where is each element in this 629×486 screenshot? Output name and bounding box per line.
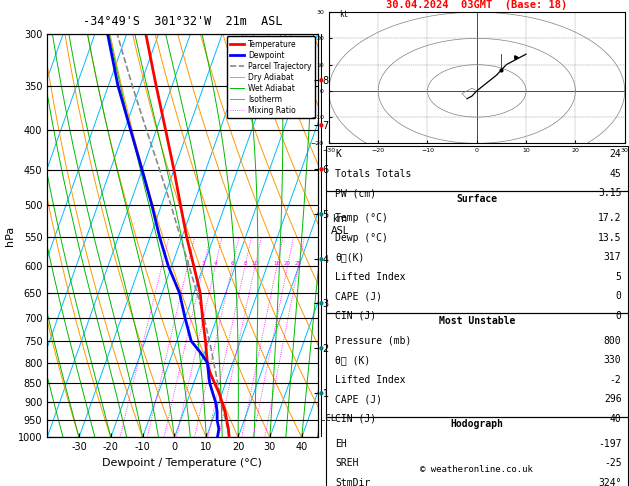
X-axis label: Dewpoint / Temperature (°C): Dewpoint / Temperature (°C) [103, 458, 262, 468]
Text: StmDir: StmDir [335, 478, 370, 486]
Text: 324°: 324° [598, 478, 621, 486]
Text: Temp (°C): Temp (°C) [335, 213, 388, 224]
Text: 25: 25 [295, 261, 302, 266]
Text: θᴄ (K): θᴄ (K) [335, 355, 370, 365]
Text: Dewp (°C): Dewp (°C) [335, 233, 388, 243]
Text: LCL: LCL [320, 414, 337, 423]
Text: 3: 3 [202, 261, 205, 266]
Text: Surface: Surface [456, 194, 498, 204]
Text: 3.15: 3.15 [598, 188, 621, 198]
Y-axis label: km
ASL: km ASL [331, 214, 349, 236]
Text: -34°49'S  301°32'W  21m  ASL: -34°49'S 301°32'W 21m ASL [82, 15, 282, 28]
Text: ●: ● [318, 346, 323, 350]
Text: ●: ● [318, 122, 323, 127]
Text: 16: 16 [274, 261, 281, 266]
Text: EH: EH [335, 439, 347, 449]
Text: 330: 330 [604, 355, 621, 365]
Text: Hodograph: Hodograph [450, 419, 503, 430]
Text: Most Unstable: Most Unstable [438, 316, 515, 327]
Text: 24: 24 [610, 149, 621, 159]
Text: 20: 20 [284, 261, 291, 266]
Text: CAPE (J): CAPE (J) [335, 394, 382, 404]
Text: © weatheronline.co.uk: © weatheronline.co.uk [420, 465, 533, 474]
Text: CIN (J): CIN (J) [335, 311, 376, 321]
Text: -2: -2 [610, 375, 621, 385]
Text: θᴄ(K): θᴄ(K) [335, 252, 365, 262]
Text: SREH: SREH [335, 458, 359, 469]
Y-axis label: hPa: hPa [5, 226, 15, 246]
Text: -197: -197 [598, 439, 621, 449]
Text: 30.04.2024  03GMT  (Base: 18): 30.04.2024 03GMT (Base: 18) [386, 0, 567, 10]
Text: 5: 5 [616, 272, 621, 282]
Text: ●: ● [318, 390, 323, 395]
Text: 10: 10 [252, 261, 259, 266]
Text: 4: 4 [213, 261, 217, 266]
Text: ●: ● [318, 78, 323, 83]
Text: Lifted Index: Lifted Index [335, 375, 406, 385]
Text: kt: kt [338, 10, 348, 19]
Text: 2: 2 [186, 261, 189, 266]
Text: 1: 1 [160, 261, 164, 266]
Text: 296: 296 [604, 394, 621, 404]
Text: Pressure (mb): Pressure (mb) [335, 336, 411, 346]
Text: ●: ● [318, 256, 323, 261]
Text: ●: ● [318, 167, 323, 172]
Text: 8: 8 [243, 261, 247, 266]
Text: ●: ● [318, 301, 323, 306]
Text: Totals Totals: Totals Totals [335, 169, 411, 179]
Text: CIN (J): CIN (J) [335, 414, 376, 424]
Text: 17.2: 17.2 [598, 213, 621, 224]
Text: 13.5: 13.5 [598, 233, 621, 243]
Text: CAPE (J): CAPE (J) [335, 291, 382, 301]
Text: 45: 45 [610, 169, 621, 179]
Text: -25: -25 [604, 458, 621, 469]
Text: 0: 0 [616, 311, 621, 321]
Text: 317: 317 [604, 252, 621, 262]
Text: 6: 6 [231, 261, 234, 266]
Text: 800: 800 [604, 336, 621, 346]
Text: PW (cm): PW (cm) [335, 188, 376, 198]
Text: ●: ● [318, 211, 323, 217]
Legend: Temperature, Dewpoint, Parcel Trajectory, Dry Adiabat, Wet Adiabat, Isotherm, Mi: Temperature, Dewpoint, Parcel Trajectory… [226, 36, 315, 119]
Text: 40: 40 [610, 414, 621, 424]
Text: 0: 0 [616, 291, 621, 301]
Text: Lifted Index: Lifted Index [335, 272, 406, 282]
Text: K: K [335, 149, 341, 159]
